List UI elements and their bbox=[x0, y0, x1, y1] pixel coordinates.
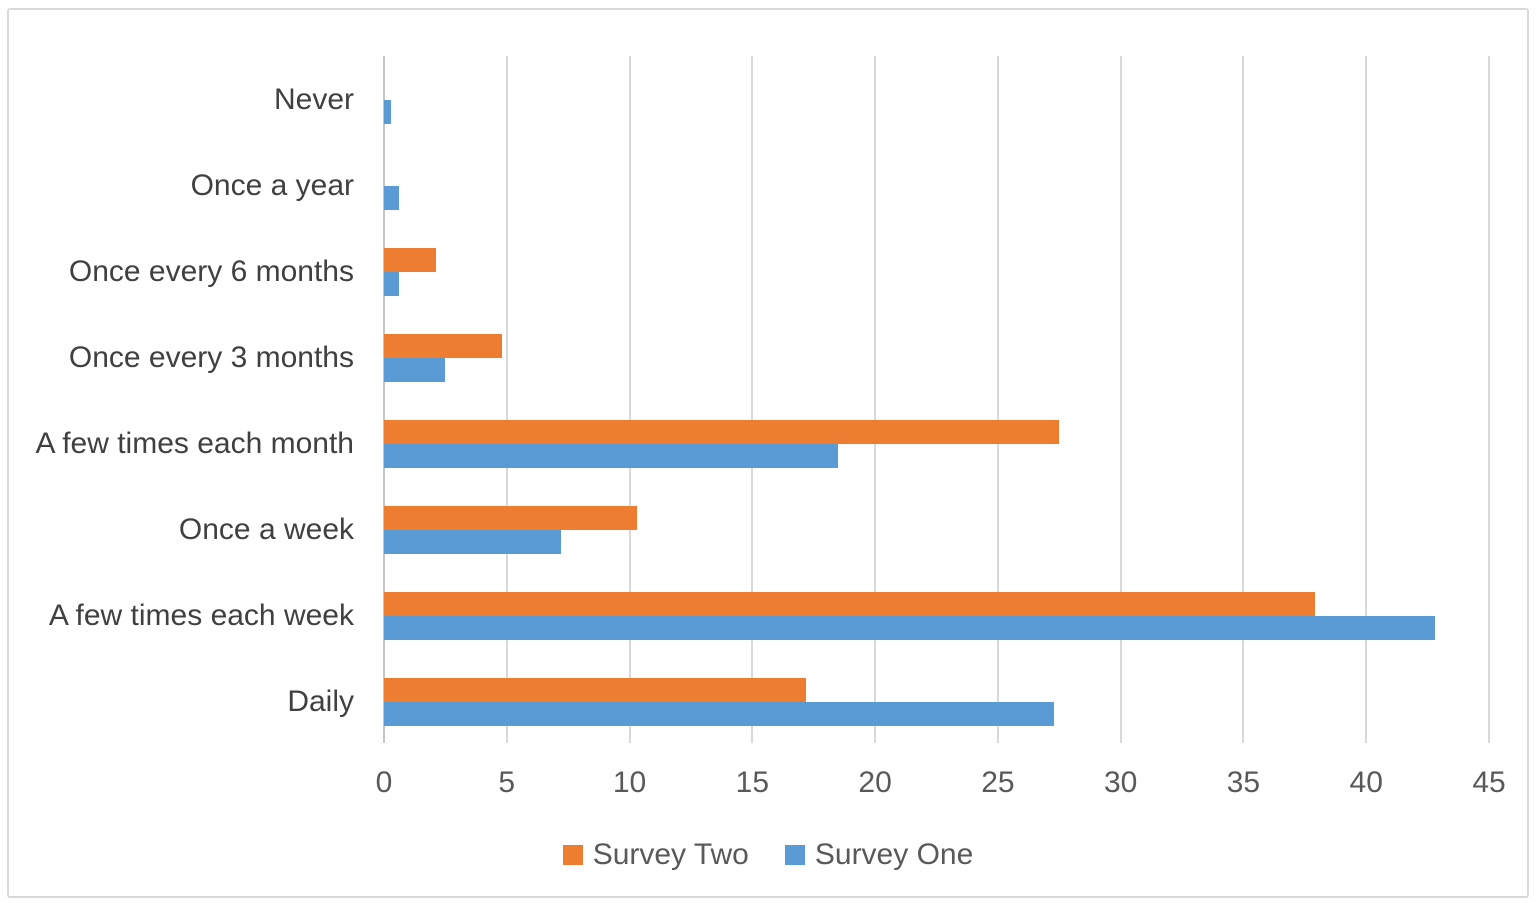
x-tick-label-10: 10 bbox=[612, 766, 647, 799]
legend-label-survey-two: Survey Two bbox=[592, 838, 749, 871]
category-label-a-few-times-each-week: A few times each week bbox=[48, 599, 354, 632]
legend-item-survey-one: Survey One bbox=[784, 838, 974, 872]
bar-survey-one-daily bbox=[384, 702, 1055, 726]
category-label-once-a-week: Once a week bbox=[178, 513, 354, 546]
category-label-daily: Daily bbox=[287, 685, 354, 718]
x-tick-label-30: 30 bbox=[1103, 766, 1138, 799]
x-tick-label-45: 45 bbox=[1472, 766, 1506, 799]
bar-survey-one-never bbox=[384, 100, 392, 124]
category-label-once-a-year: Once a year bbox=[190, 169, 354, 202]
x-tick-label-15: 15 bbox=[735, 766, 770, 799]
category-label-once-every-6-months: Once every 6 months bbox=[68, 255, 354, 288]
bar-survey-one-once-every-6-months bbox=[384, 272, 399, 296]
legend-swatch-survey-two-icon bbox=[562, 845, 583, 865]
gridline bbox=[628, 56, 631, 743]
category-label-never: Never bbox=[273, 83, 354, 116]
plot-area bbox=[383, 56, 1490, 743]
bar-survey-one-once-a-week bbox=[384, 530, 561, 554]
x-tick-label-20: 20 bbox=[858, 766, 892, 799]
gridline bbox=[1365, 56, 1368, 743]
gridline bbox=[1119, 56, 1122, 743]
bar-survey-one-a-few-times-each-month bbox=[384, 444, 839, 468]
legend-label-survey-one: Survey One bbox=[814, 838, 974, 871]
gridline bbox=[751, 56, 754, 743]
chart-frame: Never Once a year Once every 6 months Once … bbox=[7, 8, 1529, 898]
x-tick-label-25: 25 bbox=[981, 766, 1015, 799]
gridline bbox=[1488, 56, 1490, 743]
bar-survey-one-once-a-year bbox=[384, 186, 399, 210]
axis-line bbox=[383, 56, 385, 743]
x-tick-label-40: 40 bbox=[1349, 766, 1383, 799]
bar-survey-two-once-every-3-months bbox=[384, 334, 502, 358]
bar-survey-two-a-few-times-each-month bbox=[384, 420, 1060, 444]
bar-survey-one-once-every-3-months bbox=[384, 358, 446, 382]
x-tick-label-0: 0 bbox=[375, 766, 393, 799]
legend-swatch-survey-one-icon bbox=[784, 845, 805, 865]
bar-survey-one-a-few-times-each-week bbox=[384, 616, 1435, 640]
legend-item-survey-two: Survey Two bbox=[562, 838, 749, 872]
category-label-a-few-times-each-month: A few times each month bbox=[35, 427, 355, 460]
gridline bbox=[1242, 56, 1245, 743]
gridline bbox=[505, 56, 508, 743]
bar-survey-two-daily bbox=[384, 678, 807, 702]
gridline bbox=[874, 56, 877, 743]
category-label-once-every-3-months: Once every 3 months bbox=[68, 341, 354, 374]
bar-survey-two-once-a-week bbox=[384, 506, 637, 530]
x-tick-label-35: 35 bbox=[1226, 766, 1261, 799]
gridline bbox=[996, 56, 999, 743]
legend: Survey Two Survey One bbox=[9, 838, 1527, 872]
x-tick-label-5: 5 bbox=[498, 766, 516, 799]
bar-survey-two-a-few-times-each-week bbox=[384, 592, 1315, 616]
bar-survey-two-once-every-6-months bbox=[384, 248, 436, 272]
